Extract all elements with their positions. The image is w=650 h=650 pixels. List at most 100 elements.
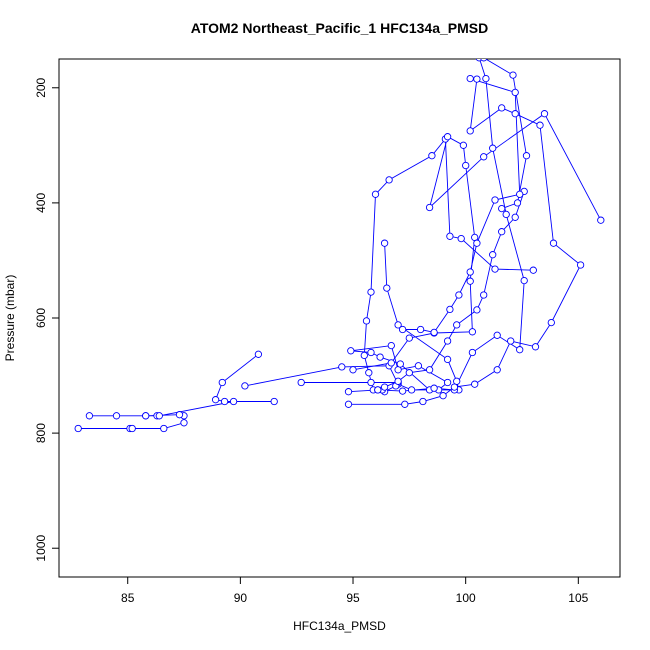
data-point	[540, 110, 549, 118]
data-point	[531, 343, 540, 351]
data-point	[387, 341, 395, 350]
data-point	[85, 412, 94, 420]
data-point	[493, 366, 501, 374]
data-point	[430, 384, 438, 392]
data-point	[466, 74, 474, 83]
data-point	[491, 196, 499, 204]
data-point	[549, 239, 558, 247]
data-point	[74, 424, 82, 433]
data-point	[371, 190, 380, 198]
data-point	[428, 152, 436, 160]
data-point	[367, 378, 375, 387]
data-point	[175, 411, 184, 419]
data-point	[516, 190, 524, 198]
data-point	[520, 276, 528, 285]
data-point	[491, 265, 499, 273]
data-point	[128, 424, 136, 433]
data-point	[430, 328, 438, 337]
chart-title: ATOM2 Northeast_Pacific_1 HFC134a_PMSD	[191, 20, 488, 36]
data-point	[597, 216, 605, 224]
data-point	[405, 369, 413, 377]
data-point	[443, 355, 452, 364]
data-point	[498, 228, 506, 236]
series-line	[352, 113, 602, 371]
data-point	[374, 386, 382, 394]
data-point	[522, 152, 531, 160]
data-point	[160, 424, 168, 433]
data-point	[459, 141, 468, 149]
data-point	[466, 127, 474, 135]
data-point	[480, 153, 488, 161]
data-point	[547, 318, 555, 327]
x-axis: 85 90 95 100 105	[121, 576, 589, 605]
data-point	[516, 346, 524, 354]
y-axis: 200 400 600 800 1000	[34, 77, 60, 562]
data-point	[297, 378, 305, 387]
data-point	[450, 383, 459, 391]
data-point	[468, 348, 477, 357]
data-point	[443, 133, 452, 141]
y-tick-label: 800	[34, 423, 48, 443]
data-point	[360, 351, 368, 360]
data-point	[380, 239, 389, 247]
data-point	[211, 396, 220, 404]
data-point	[453, 321, 461, 329]
plot-area	[74, 59, 605, 433]
x-tick-label: 85	[121, 591, 135, 605]
data-point	[367, 288, 375, 296]
data-point	[443, 337, 452, 345]
data-point	[482, 74, 490, 83]
data-point	[446, 305, 454, 314]
data-point	[480, 291, 488, 299]
data-point	[218, 378, 226, 387]
data-point	[468, 328, 477, 336]
x-tick-label: 95	[346, 591, 360, 605]
data-point	[254, 350, 263, 358]
data-point	[338, 363, 346, 371]
data-point	[507, 337, 515, 345]
data-point	[536, 121, 544, 129]
data-point	[529, 266, 537, 274]
data-point	[457, 234, 465, 243]
data-point	[498, 104, 506, 112]
data-point	[112, 412, 121, 420]
data-point	[385, 176, 393, 184]
data-point	[473, 306, 481, 314]
data-point	[142, 412, 150, 420]
data-point	[425, 203, 434, 212]
data-point	[394, 377, 402, 385]
data-point	[387, 359, 395, 367]
data-point	[398, 325, 407, 334]
data-point	[344, 388, 353, 396]
data-point	[367, 348, 375, 357]
data-point	[396, 360, 404, 368]
data-point	[466, 268, 474, 276]
y-tick-label: 200	[34, 77, 48, 97]
data-point	[576, 261, 585, 269]
data-point	[446, 232, 454, 240]
data-point	[347, 347, 355, 355]
data-point	[383, 284, 391, 292]
data-point	[344, 400, 353, 408]
data-point	[473, 239, 481, 247]
data-point	[511, 213, 519, 221]
data-point	[439, 392, 447, 400]
data-point	[349, 366, 357, 374]
data-point	[443, 378, 452, 387]
data-point	[425, 366, 434, 374]
data-point	[466, 277, 474, 285]
data-point	[455, 291, 463, 299]
y-tick-label: 1000	[34, 535, 48, 562]
data-point	[398, 387, 407, 395]
data-point	[511, 88, 519, 97]
data-point	[489, 144, 497, 152]
data-point	[362, 317, 371, 325]
data-point	[471, 380, 479, 388]
data-point	[489, 251, 497, 259]
data-point	[270, 397, 278, 406]
data-point	[462, 161, 470, 170]
data-point	[498, 204, 506, 213]
data-point	[419, 397, 427, 406]
data-point	[241, 382, 249, 390]
